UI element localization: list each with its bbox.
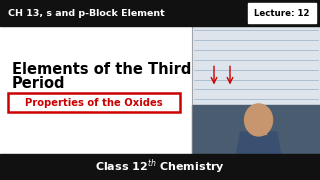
Text: Elements of the Third: Elements of the Third	[12, 62, 191, 78]
Bar	[0, 0, 320, 26]
Text: Period: Period	[12, 76, 66, 91]
Text: Class 12$^{th}$ Chemistry: Class 12$^{th}$ Chemistry	[95, 158, 225, 176]
Bar	[252, 124, 266, 134]
Bar	[248, 3, 316, 23]
Bar	[0, 26, 320, 154]
Text: Lecture: 12: Lecture: 12	[254, 8, 310, 17]
FancyBboxPatch shape	[8, 93, 180, 112]
Bar	[0, 154, 320, 180]
Bar	[192, 105, 320, 154]
Text: CH 13, s and p-Block Element: CH 13, s and p-Block Element	[8, 8, 165, 17]
Text: Properties of the Oxides: Properties of the Oxides	[25, 98, 163, 107]
Bar	[192, 26, 320, 105]
Ellipse shape	[244, 104, 273, 136]
Polygon shape	[236, 132, 281, 154]
